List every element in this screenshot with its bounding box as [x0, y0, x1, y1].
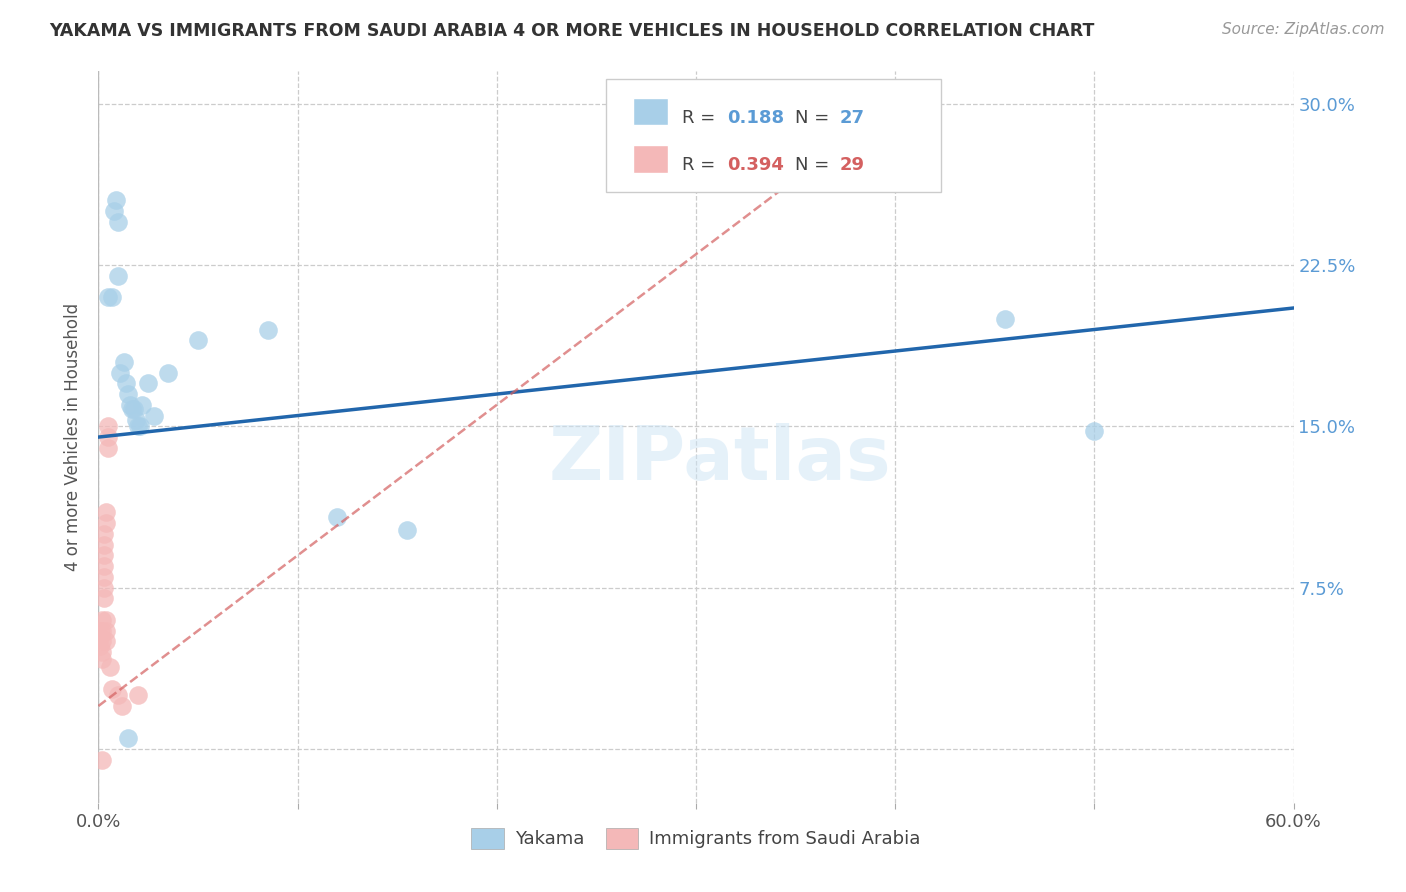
Text: N =: N =: [796, 156, 835, 175]
Point: [994, 311, 1017, 326]
Point: [93, 570, 115, 584]
Point: [101, 290, 124, 304]
Point: [129, 419, 152, 434]
Point: [97, 290, 120, 304]
Point: [91, 753, 114, 767]
Point: [97, 441, 120, 455]
Point: [143, 409, 166, 423]
Point: [101, 681, 124, 696]
Point: [124, 402, 146, 417]
Point: [89, 639, 111, 653]
Point: [98, 660, 122, 674]
Point: [96, 624, 118, 638]
Text: 0.188: 0.188: [727, 109, 785, 127]
Point: [117, 731, 139, 746]
Point: [326, 509, 349, 524]
Point: [1083, 424, 1105, 438]
Point: [93, 591, 115, 606]
Point: [256, 322, 278, 336]
Point: [91, 624, 114, 638]
Point: [396, 523, 419, 537]
Point: [125, 413, 148, 427]
Point: [157, 366, 180, 380]
Point: [121, 402, 143, 417]
Text: R =: R =: [682, 109, 721, 127]
Point: [96, 505, 118, 519]
Point: [110, 366, 132, 380]
Point: [93, 527, 115, 541]
Bar: [633, 98, 668, 126]
Point: [96, 634, 118, 648]
Text: ZIPatlas: ZIPatlas: [548, 423, 891, 496]
Point: [93, 559, 115, 574]
Point: [91, 613, 114, 627]
Point: [120, 398, 142, 412]
Point: [103, 204, 125, 219]
Legend: Yakama, Immigrants from Saudi Arabia: Yakama, Immigrants from Saudi Arabia: [464, 821, 928, 856]
Text: Source: ZipAtlas.com: Source: ZipAtlas.com: [1222, 22, 1385, 37]
Point: [127, 688, 149, 702]
Point: [112, 355, 135, 369]
Text: 27: 27: [839, 109, 865, 127]
Text: 0.394: 0.394: [727, 156, 785, 175]
Point: [127, 419, 149, 434]
Point: [187, 333, 209, 347]
Text: R =: R =: [682, 156, 721, 175]
Text: N =: N =: [796, 109, 835, 127]
Y-axis label: 4 or more Vehicles in Household: 4 or more Vehicles in Household: [65, 303, 83, 571]
Text: YAKAMA VS IMMIGRANTS FROM SAUDI ARABIA 4 OR MORE VEHICLES IN HOUSEHOLD CORRELATI: YAKAMA VS IMMIGRANTS FROM SAUDI ARABIA 4…: [49, 22, 1095, 40]
Point: [96, 516, 118, 530]
Point: [136, 376, 159, 391]
Point: [117, 387, 139, 401]
Point: [107, 215, 129, 229]
Point: [111, 698, 134, 713]
Point: [97, 419, 120, 434]
FancyBboxPatch shape: [606, 78, 941, 192]
Point: [93, 549, 115, 563]
Text: 29: 29: [839, 156, 865, 175]
Point: [91, 634, 114, 648]
Point: [105, 194, 128, 208]
Point: [93, 581, 115, 595]
Point: [96, 613, 118, 627]
Point: [91, 645, 114, 659]
Point: [91, 651, 114, 665]
Bar: [633, 145, 668, 173]
Point: [93, 538, 115, 552]
Point: [89, 624, 111, 638]
Point: [131, 398, 153, 412]
Point: [97, 430, 120, 444]
Point: [115, 376, 138, 391]
Point: [107, 688, 129, 702]
Point: [107, 268, 129, 283]
Point: [89, 630, 111, 644]
